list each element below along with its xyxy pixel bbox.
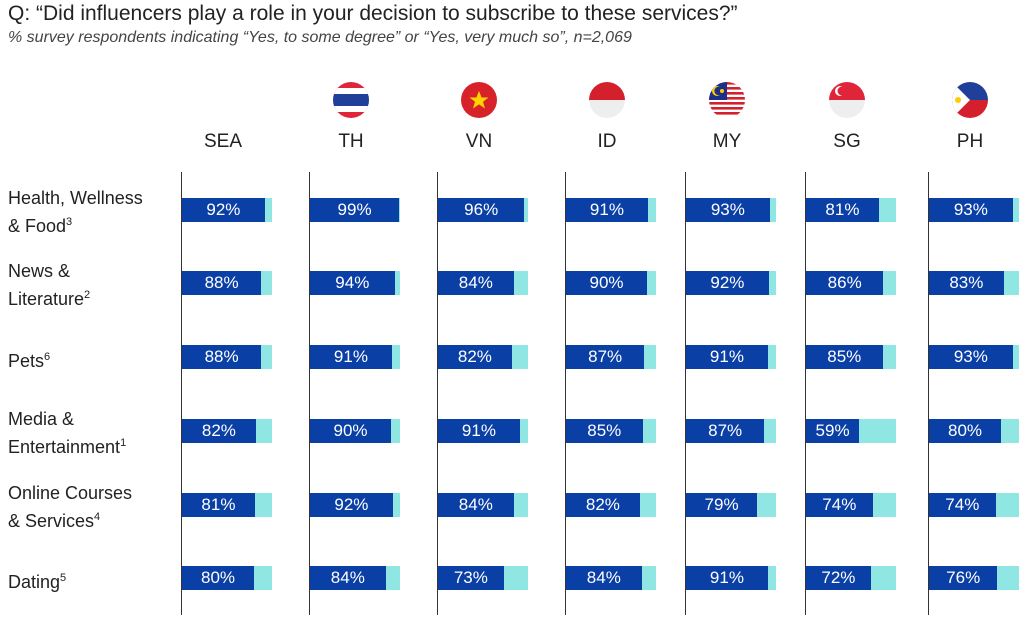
row-label-text: & Food [8,216,67,236]
column-label-ph: PH [956,131,984,152]
footnote-marker: 5 [60,572,67,584]
row-label-text: News & [8,261,71,281]
bar-value: 91% [566,198,648,222]
row-label-text: Health, Wellness [8,188,143,208]
axis-line [685,172,686,615]
row-label-text: Pets [8,351,45,371]
footnote-marker: 4 [94,511,101,523]
row-label-text: Media & [8,409,75,429]
singapore-flag-icon [829,82,865,118]
column-label-vn: VN [465,131,493,152]
row-label-text: & Services [8,511,95,531]
row-label: Pets6 [8,345,50,373]
bar-value: 96% [438,198,525,222]
footnote-marker: 3 [66,216,73,228]
bar-value: 87% [686,419,765,443]
column-label-sg: SG [833,131,861,152]
bar-value: 80% [929,419,1001,443]
bar-value: 92% [182,198,265,222]
footnote-marker: 2 [84,289,91,301]
philippines-flag-icon [952,82,988,118]
footnote-marker: 1 [120,437,127,449]
row-label-text: Entertainment [8,437,121,457]
bar-value: 91% [438,419,520,443]
row-label-text: Online Courses [8,483,133,503]
bar-value: 81% [806,198,879,222]
bar-value: 88% [182,271,262,295]
bar-value: 91% [686,566,768,590]
axis-line [805,172,806,615]
row-label: Media & Entertainment1 [8,407,126,459]
column-label-sea: SEA [203,131,243,152]
axis-line [565,172,566,615]
bar-value: 93% [686,198,770,222]
bar-value: 76% [929,566,998,590]
bar-value: 59% [806,419,860,443]
column-label-id: ID [597,131,617,152]
bar-value: 72% [806,566,871,590]
bar-value: 99% [310,198,400,222]
bar-value: 92% [310,493,393,517]
bar-value: 90% [566,271,647,295]
vietnam-flag-icon [461,82,497,118]
bar-value: 84% [566,566,642,590]
bar-value: 86% [806,271,884,295]
bar-value: 88% [182,345,262,369]
bar-value: 91% [310,345,392,369]
row-label: News & Literature2 [8,259,90,311]
bar-value: 90% [310,419,391,443]
thailand-flag-icon [333,82,369,118]
bar-value: 79% [686,493,758,517]
axis-line [309,172,310,615]
malaysia-flag-icon [709,82,745,118]
bar-value: 82% [438,345,512,369]
axis-line [181,172,182,615]
bar-value: 84% [310,566,386,590]
chart-title: Q: “Did influencers play a role in your … [8,2,738,25]
row-label: Dating5 [8,566,66,594]
axis-line [928,172,929,615]
bar-value: 83% [929,271,1004,295]
bar-value: 74% [929,493,996,517]
bar-value: 94% [310,271,395,295]
bar-value: 82% [182,419,256,443]
bar-value: 93% [929,345,1013,369]
indonesia-flag-icon [589,82,625,118]
column-label-th: TH [338,131,364,152]
bar-value: 85% [566,419,643,443]
row-label-text: Literature [8,289,85,309]
bar-value: 91% [686,345,768,369]
bar-value: 81% [182,493,255,517]
axis-line [437,172,438,615]
bar-value: 82% [566,493,640,517]
bar-value: 74% [806,493,873,517]
bar-value: 84% [438,271,514,295]
row-label: Online Courses & Services4 [8,481,132,533]
bar-value: 87% [566,345,645,369]
bar-value: 84% [438,493,514,517]
column-label-my: MY [712,131,742,152]
bar-value: 73% [438,566,504,590]
bar-value: 92% [686,271,769,295]
footnote-marker: 6 [44,351,51,363]
row-label-text: Dating [8,572,61,592]
bar-value: 80% [182,566,254,590]
row-label: Health, Wellness & Food3 [8,186,143,238]
chart-subtitle: % survey respondents indicating “Yes, to… [8,29,632,46]
bar-value: 93% [929,198,1013,222]
bar-value: 85% [806,345,883,369]
